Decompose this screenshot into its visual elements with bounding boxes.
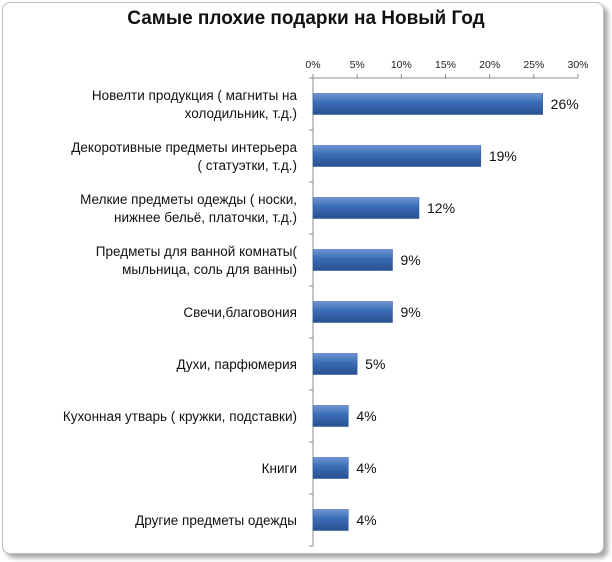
category-label-line: Предметы для ванной комнаты( <box>96 244 298 259</box>
category-label-line: Мелкие предметы одежды ( носки, <box>80 192 297 207</box>
category-label-line: мыльница, соль для ванны) <box>122 262 297 277</box>
bar-value-label: 4% <box>356 512 376 528</box>
category-label-line: нижнее бельё, платочки, т.д.) <box>114 210 297 225</box>
bar-value-label: 9% <box>401 304 421 320</box>
category-label: Книги <box>262 461 297 476</box>
x-tick-label: 20% <box>479 59 500 71</box>
category-label: Декоротивные предметы интерьера ( статуэт… <box>71 140 297 173</box>
x-tick-label: 25% <box>523 59 544 71</box>
x-tick-label: 0% <box>305 59 320 71</box>
bar-value-label: 26% <box>551 96 579 112</box>
bar-value-label: 4% <box>356 460 376 476</box>
chart-title: Самые плохие подарки на Новый Год <box>127 8 485 29</box>
bar-value-label: 5% <box>365 356 385 372</box>
x-tick-label: 5% <box>350 59 365 71</box>
bar <box>312 353 358 375</box>
category-label: Мелкие предметы одежды ( носки, нижнее бе… <box>80 192 297 225</box>
category-label-line: ( статуэтки, т.д.) <box>198 158 297 173</box>
bar <box>312 197 420 219</box>
category-label: Другие предметы одежды <box>135 513 297 528</box>
category-label-line: Книги <box>262 461 297 476</box>
category-label: Духи, парфюмерия <box>176 357 297 372</box>
x-tick-label: 10% <box>391 59 412 71</box>
category-label-line: Свечи,благовония <box>183 305 297 320</box>
bar <box>312 405 349 427</box>
bar <box>312 457 349 479</box>
category-label: Новелти продукция ( магниты на холодильни… <box>92 88 298 121</box>
bar-value-label: 9% <box>401 252 421 268</box>
bar <box>312 145 482 167</box>
x-tick-label: 15% <box>435 59 456 71</box>
bar-value-label: 12% <box>427 200 455 216</box>
bar <box>312 509 349 531</box>
category-label-line: Новелти продукция ( магниты на <box>92 88 298 103</box>
category-label: Предметы для ванной комнаты( мыльница, со… <box>96 244 298 277</box>
category-label-line: Декоротивные предметы интерьера <box>71 140 297 155</box>
x-tick-label: 30% <box>567 59 588 71</box>
category-label: Свечи,благовония <box>183 305 297 320</box>
bar-value-label: 19% <box>489 148 517 164</box>
bar <box>312 93 543 115</box>
category-label-line: Духи, парфюмерия <box>176 357 297 372</box>
category-label: Кухонная утварь ( кружки, подставки) <box>63 409 297 424</box>
category-label-line: Кухонная утварь ( кружки, подставки) <box>63 409 297 424</box>
bar-value-label: 4% <box>356 408 376 424</box>
bar <box>312 301 393 323</box>
category-label-line: холодильник, т.д.) <box>185 106 297 121</box>
bar <box>312 249 393 271</box>
category-label-line: Другие предметы одежды <box>135 513 297 528</box>
